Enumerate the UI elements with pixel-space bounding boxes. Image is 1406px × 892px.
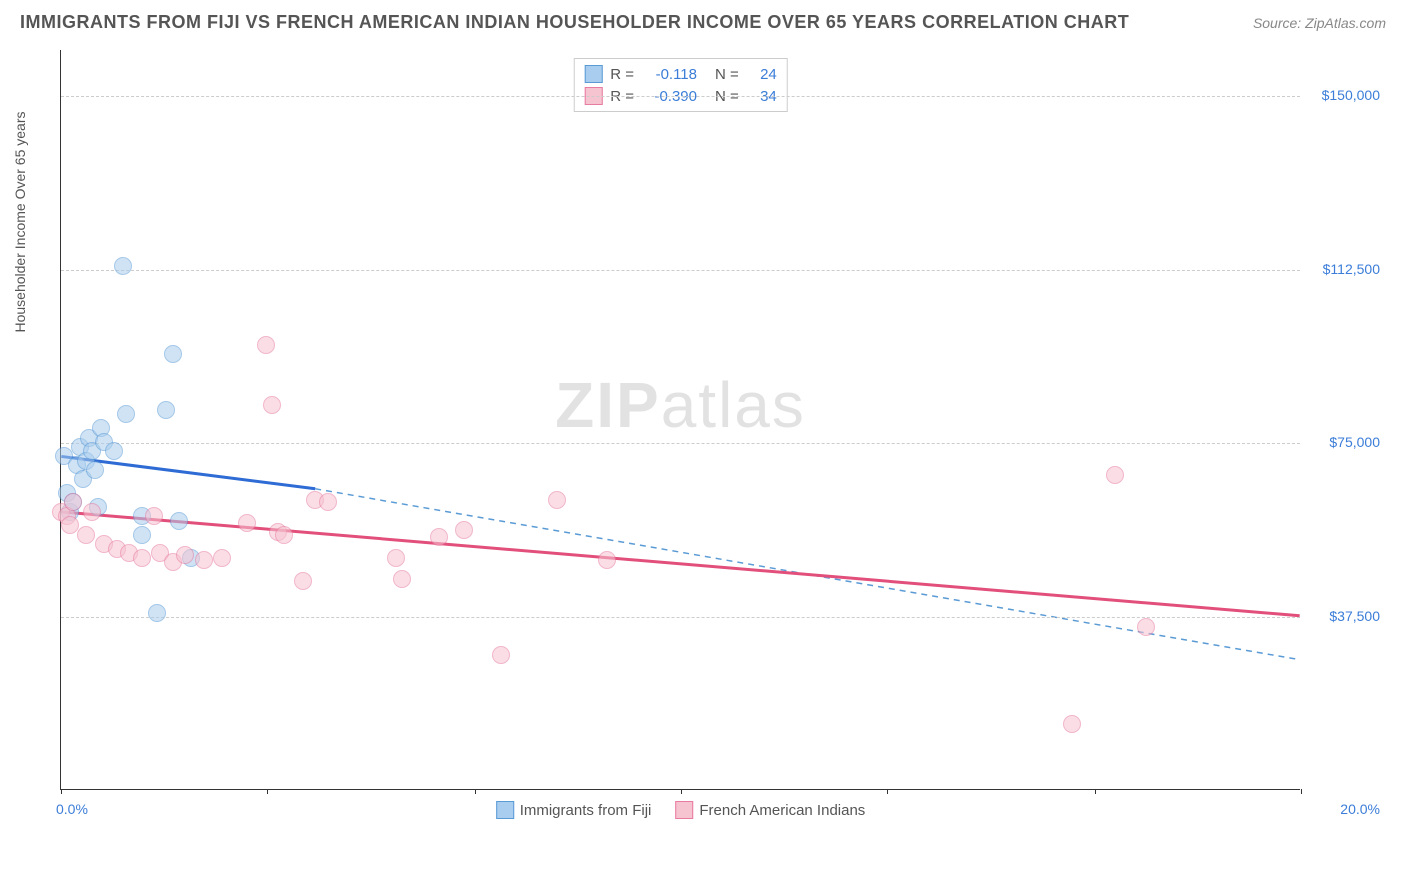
data-point [1063,715,1081,733]
chart-title: IMMIGRANTS FROM FIJI VS FRENCH AMERICAN … [20,12,1129,33]
x-tick-mark [475,789,476,794]
legend-item: French American Indians [675,801,865,819]
watermark: ZIPatlas [555,368,806,442]
x-axis-min-label: 0.0% [56,801,88,817]
y-tick-label: $37,500 [1329,608,1380,624]
y-axis-label: Householder Income Over 65 years [12,112,28,333]
data-point [145,507,163,525]
gridline [61,443,1300,444]
watermark-text-a: ZIP [555,369,661,441]
legend-item: Immigrants from Fiji [496,801,652,819]
chart-container: Householder Income Over 65 years ZIPatla… [60,50,1380,820]
data-point [157,401,175,419]
data-point [114,257,132,275]
data-point [164,345,182,363]
n-label: N = [715,66,739,83]
data-point [77,526,95,544]
data-point [105,442,123,460]
r-label: R = [610,66,634,83]
gridline [61,270,1300,271]
data-point [148,604,166,622]
data-point [275,526,293,544]
x-tick-mark [1095,789,1096,794]
n-value: 24 [747,66,777,83]
gridline [61,96,1300,97]
x-tick-mark [61,789,62,794]
plot-area: ZIPatlas R =-0.118N =24R =-0.390N =34 0.… [60,50,1300,790]
x-tick-mark [267,789,268,794]
data-point [133,549,151,567]
data-point [387,549,405,567]
gridline [61,617,1300,618]
data-point [1137,618,1155,636]
y-tick-label: $112,500 [1323,261,1380,277]
x-axis-max-label: 20.0% [1340,801,1380,817]
trend-lines [61,50,1300,789]
r-value: -0.118 [642,66,697,83]
data-point [117,405,135,423]
x-tick-mark [1301,789,1302,794]
data-point [83,503,101,521]
source-label: Source: ZipAtlas.com [1253,15,1386,31]
data-point [257,336,275,354]
y-tick-label: $75,000 [1329,434,1380,450]
data-point [64,493,82,511]
data-point [294,572,312,590]
data-point [238,514,256,532]
data-point [263,396,281,414]
y-tick-label: $150,000 [1322,87,1380,103]
legend-row: R = -0.118 N = 24 [584,63,777,85]
legend-swatch [584,65,602,83]
legend-series-name: Immigrants from Fiji [520,802,652,819]
x-tick-mark [887,789,888,794]
data-point [455,521,473,539]
correlation-legend: R =-0.118N =24R =-0.390N =34 [573,58,788,112]
legend-swatch [496,801,514,819]
x-tick-mark [681,789,682,794]
data-point [1106,466,1124,484]
data-point [176,546,194,564]
data-point [170,512,188,530]
watermark-text-b: atlas [661,369,806,441]
data-point [213,549,231,567]
data-point [492,646,510,664]
data-point [598,551,616,569]
legend-series-name: French American Indians [699,802,865,819]
legend-swatch [675,801,693,819]
series-legend: Immigrants from Fiji French American Indi… [496,801,866,819]
data-point [548,491,566,509]
data-point [430,528,448,546]
data-point [86,461,104,479]
data-point [195,551,213,569]
data-point [393,570,411,588]
data-point [133,526,151,544]
data-point [319,493,337,511]
